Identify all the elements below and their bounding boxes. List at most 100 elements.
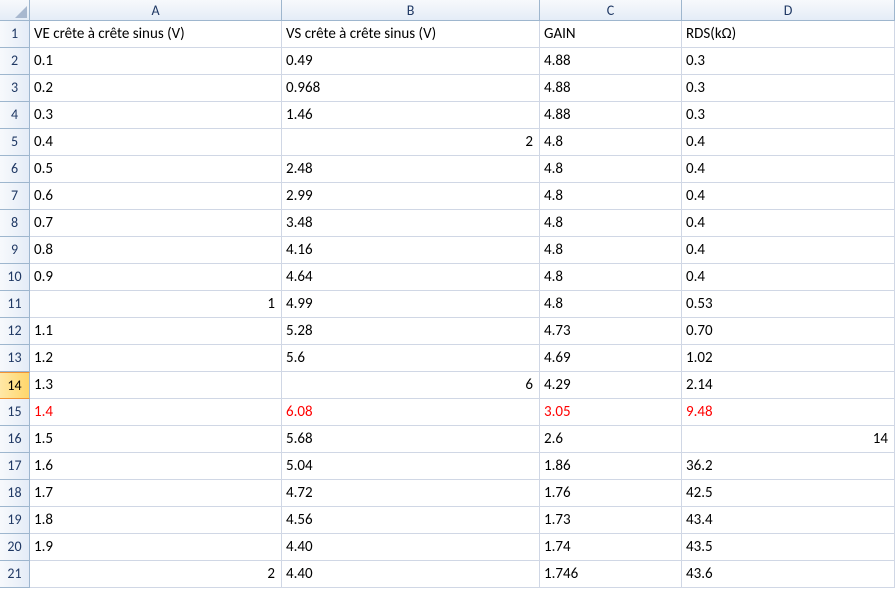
cell-d7[interactable]: 0.4 <box>682 183 895 210</box>
cell-b1[interactable]: VS crête à crête sinus (V) <box>282 21 540 48</box>
cell-a15[interactable]: 1.4 <box>30 399 282 426</box>
cell-c10[interactable]: 4.8 <box>540 264 682 291</box>
row-header-13[interactable]: 13 <box>0 345 30 372</box>
cell-d20[interactable]: 43.5 <box>682 534 895 561</box>
row-header-6[interactable]: 6 <box>0 156 30 183</box>
cell-b12[interactable]: 5.28 <box>282 318 540 345</box>
cell-b10[interactable]: 4.64 <box>282 264 540 291</box>
cell-b19[interactable]: 4.56 <box>282 507 540 534</box>
cell-a5[interactable]: 0.4 <box>30 129 282 156</box>
cell-a1[interactable]: VE crête à crête sinus (V) <box>30 21 282 48</box>
cell-a2[interactable]: 0.1 <box>30 48 282 75</box>
cell-a10[interactable]: 0.9 <box>30 264 282 291</box>
cell-c9[interactable]: 4.8 <box>540 237 682 264</box>
cell-c8[interactable]: 4.8 <box>540 210 682 237</box>
column-header-b[interactable]: B <box>282 0 540 21</box>
row-header-21[interactable]: 21 <box>0 561 30 588</box>
cell-a8[interactable]: 0.7 <box>30 210 282 237</box>
column-header-d[interactable]: D <box>682 0 895 21</box>
cell-b13[interactable]: 5.6 <box>282 345 540 372</box>
cell-d2[interactable]: 0.3 <box>682 48 895 75</box>
cell-d18[interactable]: 42.5 <box>682 480 895 507</box>
row-header-18[interactable]: 18 <box>0 480 30 507</box>
cell-b11[interactable]: 4.99 <box>282 291 540 318</box>
row-header-7[interactable]: 7 <box>0 183 30 210</box>
cell-a21[interactable]: 2 <box>30 561 282 588</box>
cell-d12[interactable]: 0.70 <box>682 318 895 345</box>
cell-c3[interactable]: 4.88 <box>540 75 682 102</box>
column-header-c[interactable]: C <box>540 0 682 21</box>
cell-a19[interactable]: 1.8 <box>30 507 282 534</box>
row-header-14[interactable]: 14 <box>0 372 30 399</box>
row-header-12[interactable]: 12 <box>0 318 30 345</box>
cell-c13[interactable]: 4.69 <box>540 345 682 372</box>
cell-d4[interactable]: 0.3 <box>682 102 895 129</box>
cell-a16[interactable]: 1.5 <box>30 426 282 453</box>
cell-b4[interactable]: 1.46 <box>282 102 540 129</box>
cell-d17[interactable]: 36.2 <box>682 453 895 480</box>
cell-d13[interactable]: 1.02 <box>682 345 895 372</box>
row-header-9[interactable]: 9 <box>0 237 30 264</box>
cell-a3[interactable]: 0.2 <box>30 75 282 102</box>
cell-a11[interactable]: 1 <box>30 291 282 318</box>
row-header-8[interactable]: 8 <box>0 210 30 237</box>
cell-c17[interactable]: 1.86 <box>540 453 682 480</box>
cell-a17[interactable]: 1.6 <box>30 453 282 480</box>
cell-b14[interactable]: 6 <box>282 372 540 399</box>
select-all-corner[interactable] <box>0 0 30 21</box>
row-header-4[interactable]: 4 <box>0 102 30 129</box>
cell-c1[interactable]: GAIN <box>540 21 682 48</box>
cell-b8[interactable]: 3.48 <box>282 210 540 237</box>
cell-d1[interactable]: RDS(kΩ) <box>682 21 895 48</box>
cell-c16[interactable]: 2.6 <box>540 426 682 453</box>
cell-d5[interactable]: 0.4 <box>682 129 895 156</box>
cell-d8[interactable]: 0.4 <box>682 210 895 237</box>
cell-b16[interactable]: 5.68 <box>282 426 540 453</box>
cell-b21[interactable]: 4.40 <box>282 561 540 588</box>
row-header-5[interactable]: 5 <box>0 129 30 156</box>
cell-c2[interactable]: 4.88 <box>540 48 682 75</box>
cell-b9[interactable]: 4.16 <box>282 237 540 264</box>
cell-d6[interactable]: 0.4 <box>682 156 895 183</box>
row-header-1[interactable]: 1 <box>0 21 30 48</box>
cell-c7[interactable]: 4.8 <box>540 183 682 210</box>
row-header-2[interactable]: 2 <box>0 48 30 75</box>
row-header-19[interactable]: 19 <box>0 507 30 534</box>
cell-a20[interactable]: 1.9 <box>30 534 282 561</box>
cell-b7[interactable]: 2.99 <box>282 183 540 210</box>
cell-b3[interactable]: 0.968 <box>282 75 540 102</box>
cell-d16[interactable]: 14 <box>682 426 895 453</box>
row-header-10[interactable]: 10 <box>0 264 30 291</box>
row-header-15[interactable]: 15 <box>0 399 30 426</box>
cell-a18[interactable]: 1.7 <box>30 480 282 507</box>
spreadsheet-grid[interactable]: ABCD 1 VE crête à crête sinus (V) VS crêt… <box>0 0 896 588</box>
cell-c4[interactable]: 4.88 <box>540 102 682 129</box>
cell-a4[interactable]: 0.3 <box>30 102 282 129</box>
cell-b20[interactable]: 4.40 <box>282 534 540 561</box>
cell-c5[interactable]: 4.8 <box>540 129 682 156</box>
cell-b15[interactable]: 6.08 <box>282 399 540 426</box>
cell-c6[interactable]: 4.8 <box>540 156 682 183</box>
cell-a7[interactable]: 0.6 <box>30 183 282 210</box>
cell-c18[interactable]: 1.76 <box>540 480 682 507</box>
row-header-11[interactable]: 11 <box>0 291 30 318</box>
cell-c20[interactable]: 1.74 <box>540 534 682 561</box>
row-header-17[interactable]: 17 <box>0 453 30 480</box>
cell-c11[interactable]: 4.8 <box>540 291 682 318</box>
cell-d3[interactable]: 0.3 <box>682 75 895 102</box>
column-header-a[interactable]: A <box>30 0 282 21</box>
row-header-16[interactable]: 16 <box>0 426 30 453</box>
cell-d10[interactable]: 0.4 <box>682 264 895 291</box>
cell-c14[interactable]: 4.29 <box>540 372 682 399</box>
cell-d9[interactable]: 0.4 <box>682 237 895 264</box>
cell-b17[interactable]: 5.04 <box>282 453 540 480</box>
cell-d15[interactable]: 9.48 <box>682 399 895 426</box>
row-header-20[interactable]: 20 <box>0 534 30 561</box>
cell-c15[interactable]: 3.05 <box>540 399 682 426</box>
cell-b6[interactable]: 2.48 <box>282 156 540 183</box>
cell-a9[interactable]: 0.8 <box>30 237 282 264</box>
cell-c19[interactable]: 1.73 <box>540 507 682 534</box>
cell-a14[interactable]: 1.3 <box>30 372 282 399</box>
cell-d21[interactable]: 43.6 <box>682 561 895 588</box>
cell-b18[interactable]: 4.72 <box>282 480 540 507</box>
